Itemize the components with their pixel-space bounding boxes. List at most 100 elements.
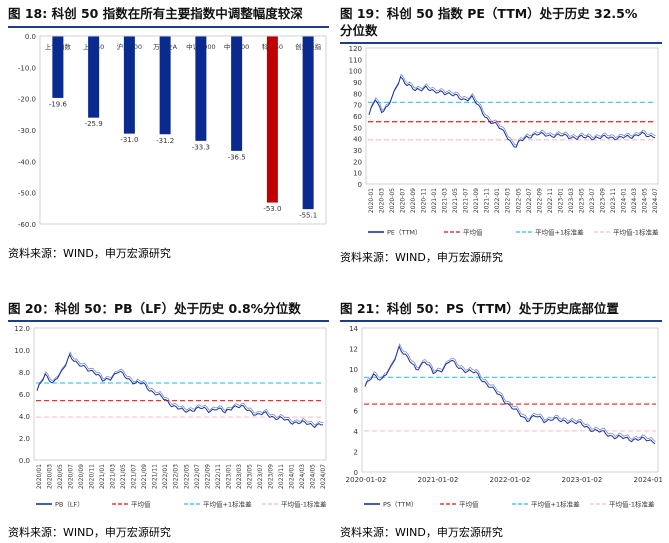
fig19-ytick-label: 120 (349, 45, 362, 53)
fig20-ytick-label: 12.0 (14, 325, 30, 333)
fig18-bar (195, 36, 207, 141)
fig19-ytick-label: 70 (353, 102, 362, 110)
fig19-title-rule (340, 42, 662, 44)
fig20-ytick-label: 6.0 (19, 391, 30, 399)
fig18-ytick-label: 0.0 (25, 33, 36, 41)
fig20-xtick-label: 2022/05 (183, 464, 190, 489)
fig21-ytick-label: 14 (349, 325, 358, 333)
fig19-xtick-label: 2021-09 (473, 188, 480, 213)
fig18-bar (52, 36, 64, 98)
fig19-xtick-label: 2022-07 (526, 188, 533, 213)
fig20-ytick-label: 4.0 (19, 413, 30, 421)
fig21-ytick-label: 10 (349, 366, 358, 374)
fig18-ytick-label: -30.0 (18, 127, 36, 135)
fig19-xtick-label: 2021-05 (452, 188, 459, 213)
fig20-legend-label-minus1sd: 平均值-1标准差 (281, 500, 327, 509)
fig19-legend-label-minus1sd: 平均值-1标准差 (613, 228, 659, 237)
fig21-legend-label-series: PS（TTM） (383, 501, 417, 509)
fig18-title-rule (8, 26, 329, 28)
fig19-xtick-label: 2022-09 (536, 188, 543, 213)
fig19-ytick-label: 50 (353, 124, 362, 132)
fig21-xtick-label: 2023-01-02 (562, 476, 603, 484)
fig19-xtick-label: 2022-03 (505, 188, 512, 213)
fig18-ytick-label: -20.0 (18, 96, 36, 104)
fig18-ytick-label: -10.0 (18, 64, 36, 72)
fig21-ytick-label: 12 (349, 346, 358, 354)
fig19-xtick-label: 2020-07 (400, 188, 407, 213)
fig19-xtick-label: 2022-05 (515, 188, 522, 213)
fig21-title: 图 21：科创 50：PS（TTM）处于历史底部位置 (340, 301, 619, 316)
fig18-bar (302, 36, 314, 210)
fig20-ytick-label: 8.0 (19, 369, 30, 377)
fig19-xtick-label: 2024-07 (652, 188, 659, 213)
fig19-xtick-label: 2023-07 (589, 188, 596, 213)
fig18-bar (123, 36, 135, 134)
fig20-xtick-label: 2021/09 (141, 464, 148, 489)
fig18-plot-frame (39, 35, 327, 225)
fig19-xtick-label: 2021-07 (463, 188, 470, 213)
fig20-plot-frame (33, 327, 327, 461)
fig19-ytick-label: 30 (353, 147, 362, 155)
fig19-xtick-label: 2020-05 (389, 188, 396, 213)
fig20-title: 图 20：科创 50：PB（LF）处于历史 0.8%分位数 (8, 301, 301, 316)
fig19-xtick-label: 2022-11 (547, 188, 554, 213)
fig19-chart: 0 10 20 30 40 50 60 70 80 90 100 110 120 2020-01 2020-… (349, 45, 659, 237)
fig21-ytick-label: 6 (354, 407, 359, 415)
fig18-value-label: -36.5 (228, 153, 246, 161)
fig19-xtick-label: 2024-01 (620, 188, 627, 213)
fig20-xtick-label: 2024/05 (309, 464, 316, 489)
fig20-xtick-label: 2022/11 (215, 464, 222, 489)
fig18-title: 图 18: 科创 50 指数在所有主要指数中调整幅度较深 (8, 6, 303, 21)
fig19-ytick-label: 40 (353, 136, 362, 144)
fig18-value-label: -31.0 (120, 136, 138, 144)
fig20-xtick-label: 2023/11 (278, 464, 285, 489)
fig19-legend-label-series: PE（TTM） (387, 229, 421, 237)
fig19-xtick-label: 2023-11 (610, 188, 617, 213)
fig20-xtick-label: 2022/09 (204, 464, 211, 489)
fig20-xtick-label: 2021/07 (131, 464, 138, 489)
fig19-legend-label-mean: 平均值 (463, 228, 483, 237)
fig21-legend-label-mean: 平均值 (459, 500, 479, 509)
fig19-series-shadow-line (369, 73, 656, 146)
fig19-title-line2: 分位数 (340, 23, 378, 38)
fig18-value-label: -53.0 (263, 205, 281, 213)
fig19-xtick-label: 2023-09 (599, 188, 606, 213)
fig21-ytick-label: 2 (354, 448, 358, 456)
fig21-chart: 0 2 4 6 8 10 12 14 2020-01-02 2021-01-02 2022-01-0… (346, 325, 662, 509)
fig20-xtick-label: 2021/11 (152, 464, 159, 489)
fig21-series-line (364, 344, 656, 445)
fig19-xtick-label: 2023-05 (578, 188, 585, 213)
fig19-ytick-label: 10 (353, 170, 362, 178)
fig18-value-label: -19.6 (49, 100, 68, 108)
fig21-ytick-label: 4 (354, 428, 359, 436)
fig19-series-line (368, 75, 656, 148)
fig19-plot-frame (365, 47, 659, 185)
fig20-xtick-label: 2021/03 (110, 464, 117, 489)
fig20-xtick-label: 2022/03 (173, 464, 180, 489)
fig20-xtick-label: 2020/01 (36, 464, 43, 489)
fig20-series-shadow-line (37, 351, 324, 426)
fig20-xtick-label: 2022/07 (194, 464, 201, 489)
fig18-source: 资料来源：WIND，申万宏源研究 (8, 247, 171, 260)
fig19-ytick-label: 80 (353, 90, 362, 98)
fig20-source: 资料来源：WIND，申万宏源研究 (8, 526, 171, 539)
fig18-value-label: -55.1 (299, 212, 317, 220)
fig18-ytick-label: -40.0 (18, 158, 36, 166)
fig20-title-rule (8, 320, 329, 322)
fig20-ytick-label: 10.0 (14, 347, 30, 355)
fig21-title-rule (340, 320, 662, 322)
fig19-ytick-label: 100 (349, 68, 362, 76)
fig21-xtick-label: 2022-01-02 (490, 476, 531, 484)
fig19-ytick-label: 90 (353, 79, 362, 87)
fig19-xtick-label: 2023-01 (557, 188, 564, 213)
fig18-ytick-label: -50.0 (18, 190, 36, 198)
fig18-value-label: -33.3 (192, 143, 210, 151)
fig18-bar (88, 36, 100, 118)
fig19-source: 资料来源：WIND，申万宏源研究 (340, 251, 503, 264)
fig21-xtick-label: 2021-01-02 (418, 476, 459, 484)
fig20-xtick-label: 2022/01 (162, 464, 169, 489)
fig19-ytick-label: 110 (349, 56, 362, 64)
fig20-series-line (36, 352, 324, 429)
fig20-xtick-label: 2023/07 (257, 464, 264, 489)
